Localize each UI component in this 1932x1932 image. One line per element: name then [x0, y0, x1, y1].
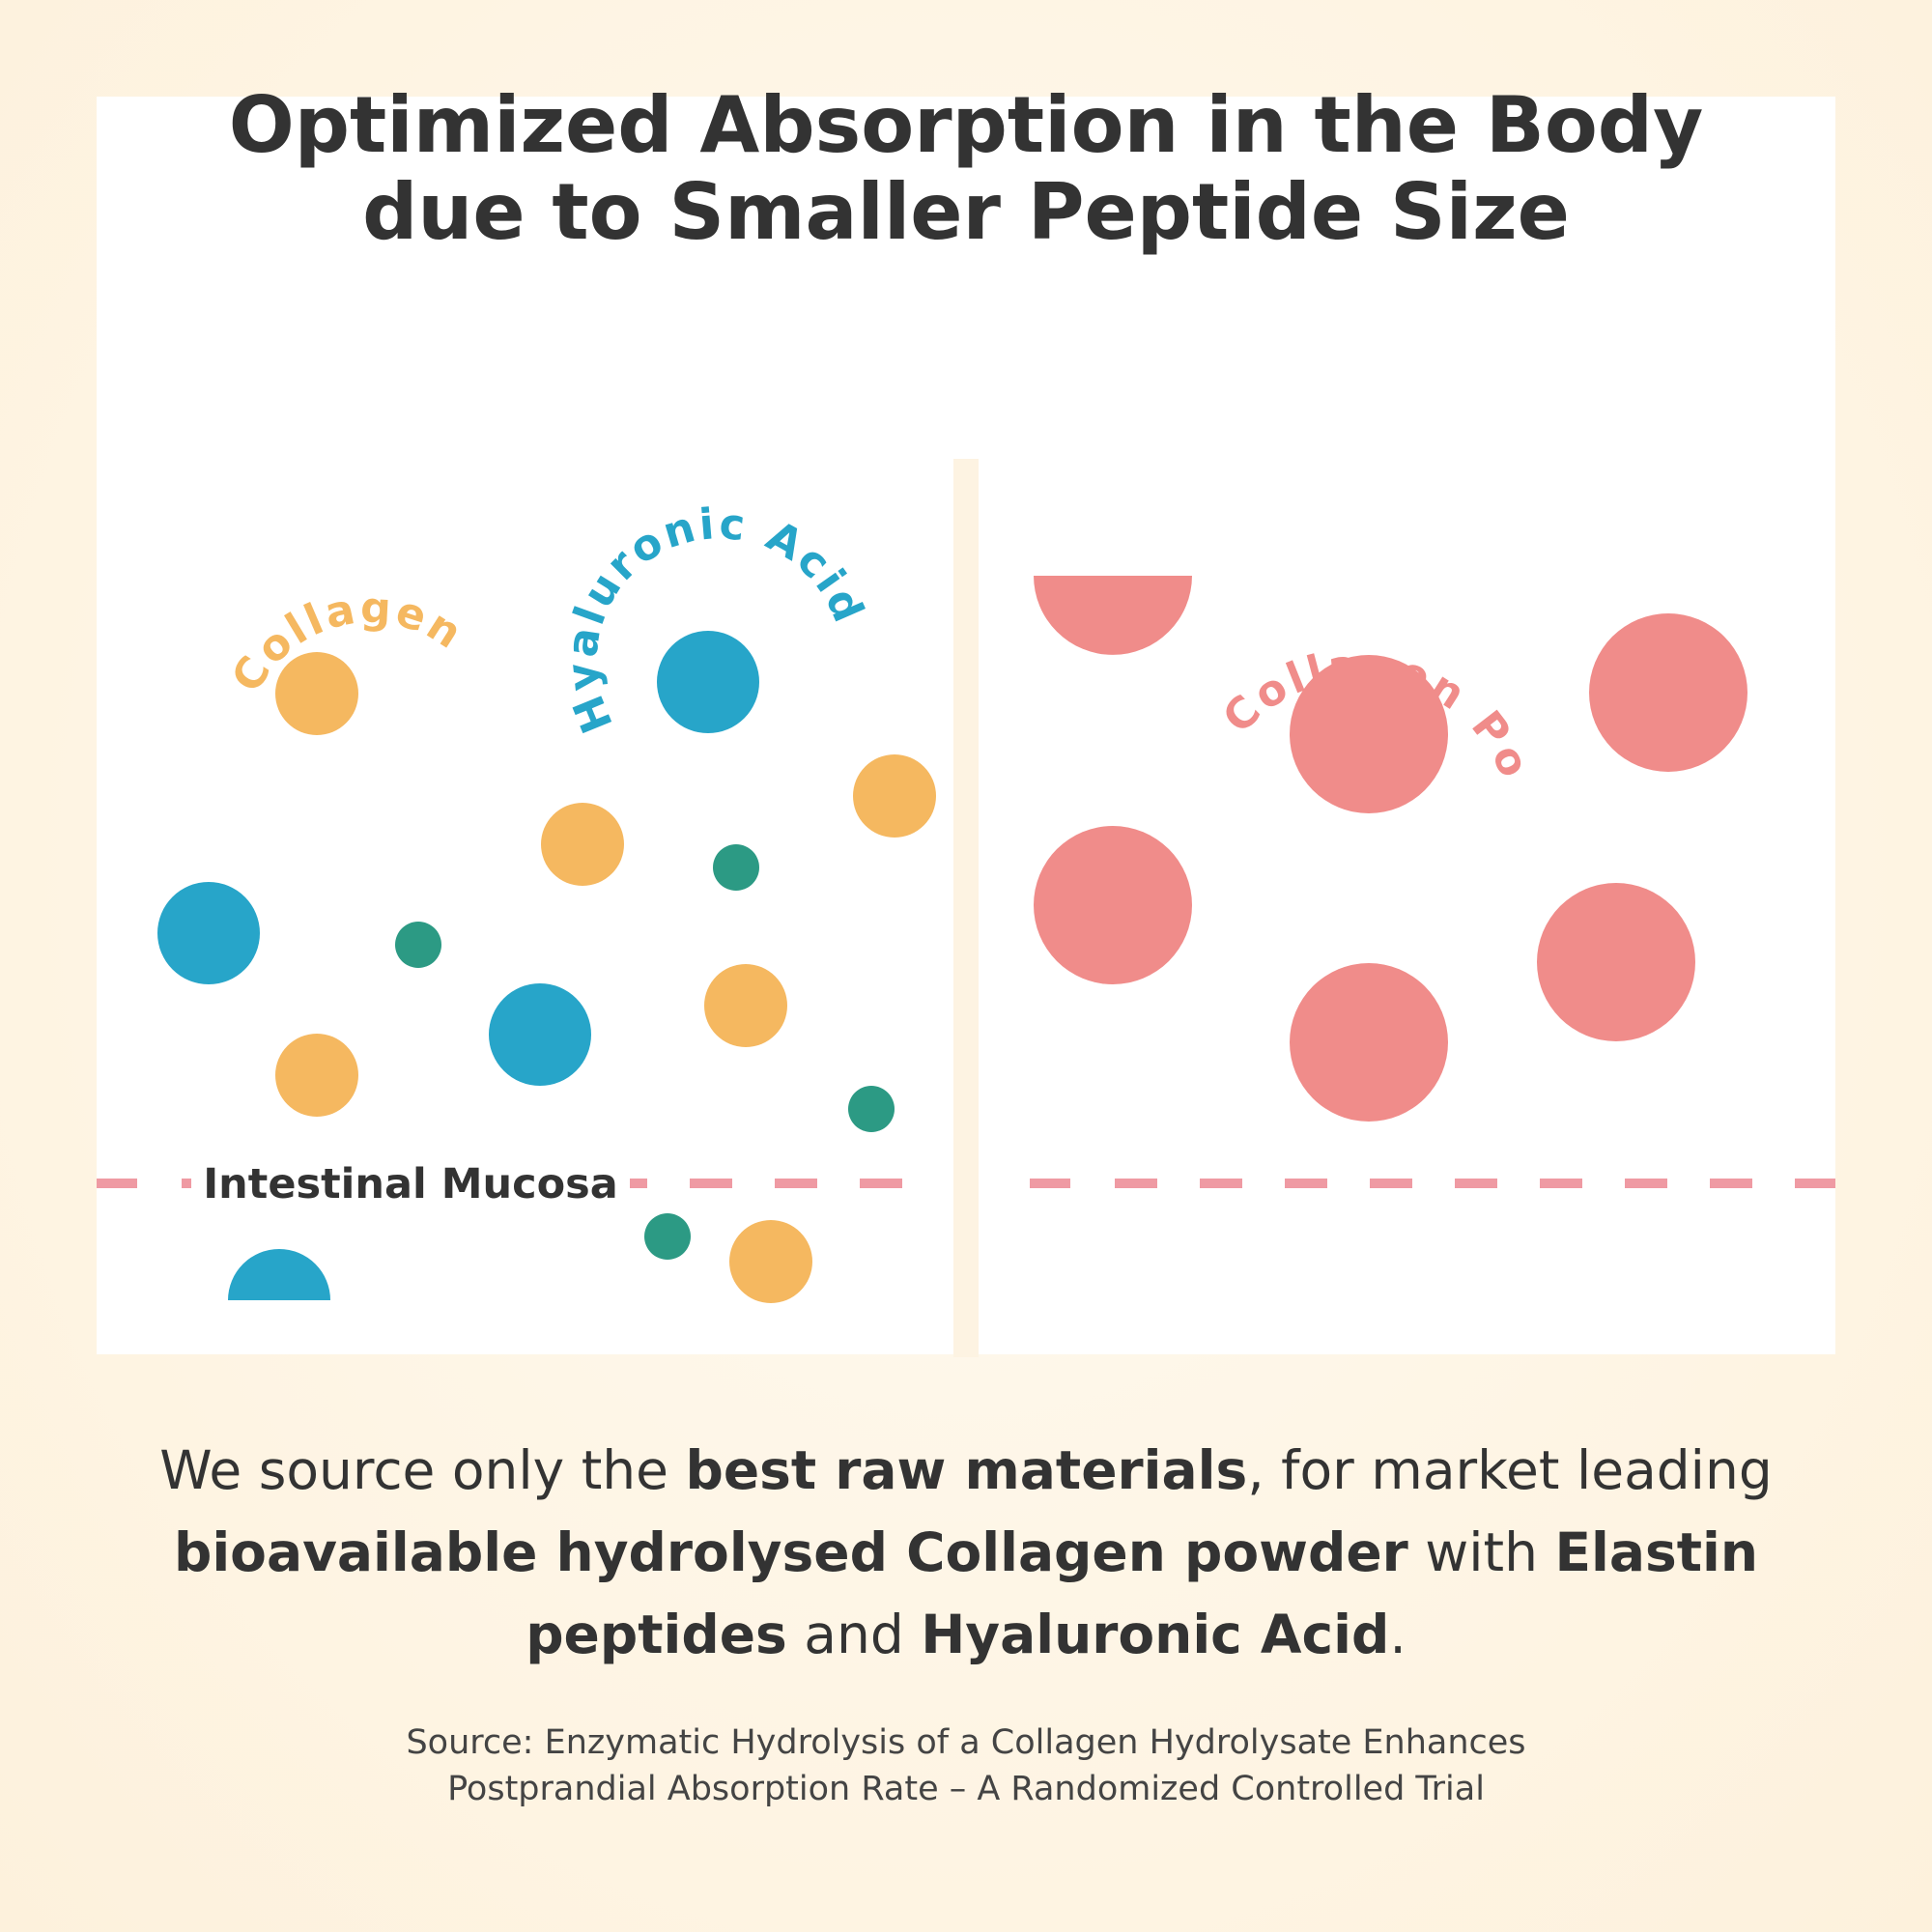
description-paragraph: We source only the best raw materials, f… [116, 1430, 1816, 1676]
title-line-2: due to Smaller Peptide Size [362, 167, 1570, 257]
elastin-particle [644, 1213, 691, 1260]
description-text-4: and [786, 1604, 922, 1665]
description-text-1: We source only the [159, 1439, 686, 1501]
title-line-1: Optimized Absorption in the Body [228, 80, 1704, 170]
description-bold-2: bioavailable hydrolysed Collagen powder [173, 1521, 1408, 1583]
elastin-particle [395, 922, 441, 968]
elastin-particle [713, 844, 759, 891]
page-title: Optimized Absorption in the Body due to … [97, 82, 1835, 256]
hyaluronic-acid-particle-half [228, 1249, 330, 1300]
collagen-powder-particle [1589, 613, 1747, 772]
hyaluronic-acid-particle [157, 882, 260, 984]
source-line-2: Postprandial Absorption Rate – A Randomi… [447, 1770, 1485, 1808]
collagen-particle [729, 1220, 812, 1303]
collagen-powder-particle [1034, 826, 1192, 984]
description-bold-3: Elastin peptides [526, 1521, 1759, 1665]
intestinal-mucosa-line-right [1030, 1179, 1835, 1188]
collagen-particle [275, 652, 358, 735]
collagen-powder-particle [1537, 883, 1695, 1041]
collagen-powder-particle [1290, 655, 1448, 813]
elastin-particle [848, 1086, 895, 1132]
collagen-powder-particle [1290, 963, 1448, 1122]
source-citation: Source: Enzymatic Hydrolysis of a Collag… [193, 1719, 1739, 1812]
description-text-3: with [1407, 1521, 1555, 1583]
intestinal-mucosa-label: Intestinal Mucosa [203, 1160, 618, 1208]
description-bold-1: best raw materials [685, 1439, 1248, 1501]
collagen-particle [541, 803, 624, 886]
hyaluronic-acid-particle [657, 631, 759, 733]
description-text-5: . [1389, 1604, 1406, 1665]
hyaluronic-acid-particle [489, 983, 591, 1086]
collagen-particle [275, 1034, 358, 1117]
description-text-2: , for market leading [1247, 1439, 1773, 1501]
collagen-particle [704, 964, 787, 1047]
collagen-powder-particle-half [1034, 576, 1192, 655]
mucosa-label-bg [198, 1154, 623, 1212]
collagen-particle [853, 754, 936, 838]
source-line-1: Source: Enzymatic Hydrolysis of a Collag… [406, 1723, 1526, 1762]
description-bold-4: Hyaluronic Acid [921, 1604, 1390, 1665]
panel-divider [953, 459, 979, 1357]
intestinal-mucosa-line-left [97, 1179, 902, 1188]
